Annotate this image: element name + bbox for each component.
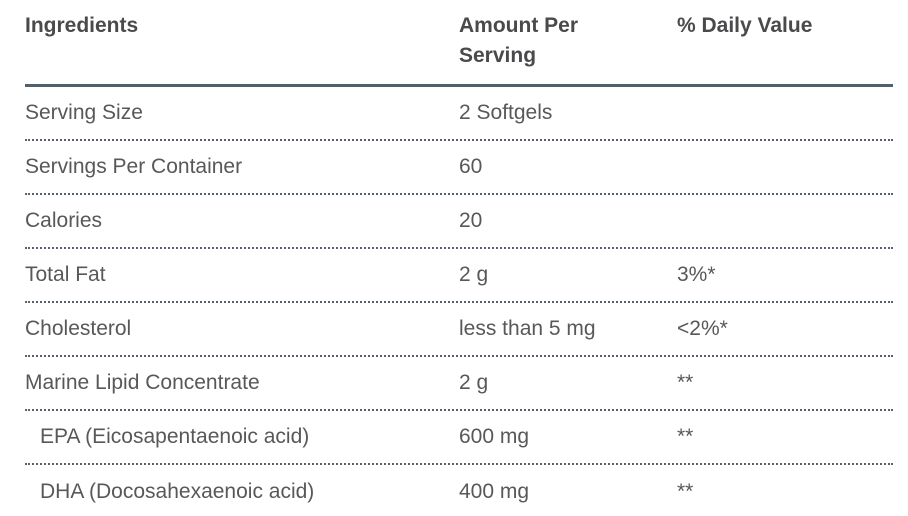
ingredient-daily-value: <2%* <box>677 317 728 340</box>
ingredient-amount: 2 g <box>459 263 489 286</box>
column-header-amount-per-serving: Amount Per Serving <box>459 14 579 67</box>
table-row-epa: EPA (Eicosapentaenoic acid) 600 mg ** <box>25 411 893 465</box>
table-row-calories: Calories 20 <box>25 195 893 249</box>
ingredient-name: Total Fat <box>25 263 106 286</box>
ingredient-name: Serving Size <box>25 101 143 124</box>
table-row-dha: DHA (Docosahexaenoic acid) 400 mg ** <box>25 465 893 516</box>
table-row-cholesterol: Cholesterol less than 5 mg <2%* <box>25 303 893 357</box>
ingredient-daily-value: ** <box>677 371 694 394</box>
ingredient-name: Calories <box>25 209 103 232</box>
ingredient-amount: 600 mg <box>459 425 530 448</box>
ingredient-daily-value: 3%* <box>677 263 716 286</box>
ingredient-name: Marine Lipid Concentrate <box>25 371 260 394</box>
ingredient-amount: 60 <box>459 155 483 178</box>
ingredient-daily-value: ** <box>677 425 694 448</box>
ingredients-table: Ingredients Amount Per Serving % Daily V… <box>25 0 893 516</box>
column-header-ingredients: Ingredients <box>25 14 139 37</box>
ingredient-amount: 2 Softgels <box>459 101 553 124</box>
table-row-serving-size: Serving Size 2 Softgels <box>25 87 893 141</box>
ingredient-amount: 20 <box>459 209 483 232</box>
column-header-daily-value: % Daily Value <box>677 14 813 37</box>
table-row-total-fat: Total Fat 2 g 3%* <box>25 249 893 303</box>
ingredient-daily-value: ** <box>677 480 694 503</box>
ingredient-amount: less than 5 mg <box>459 317 596 340</box>
ingredient-amount: 400 mg <box>459 480 530 503</box>
ingredient-name: Servings Per Container <box>25 155 243 178</box>
table-header-row: Ingredients Amount Per Serving % Daily V… <box>25 0 893 87</box>
ingredient-name: DHA (Docosahexaenoic acid) <box>40 480 315 503</box>
table-row-servings-per-container: Servings Per Container 60 <box>25 141 893 195</box>
ingredient-name: Cholesterol <box>25 317 132 340</box>
table-row-marine-lipid-concentrate: Marine Lipid Concentrate 2 g ** <box>25 357 893 411</box>
ingredient-amount: 2 g <box>459 371 489 394</box>
ingredient-name: EPA (Eicosapentaenoic acid) <box>40 425 310 448</box>
